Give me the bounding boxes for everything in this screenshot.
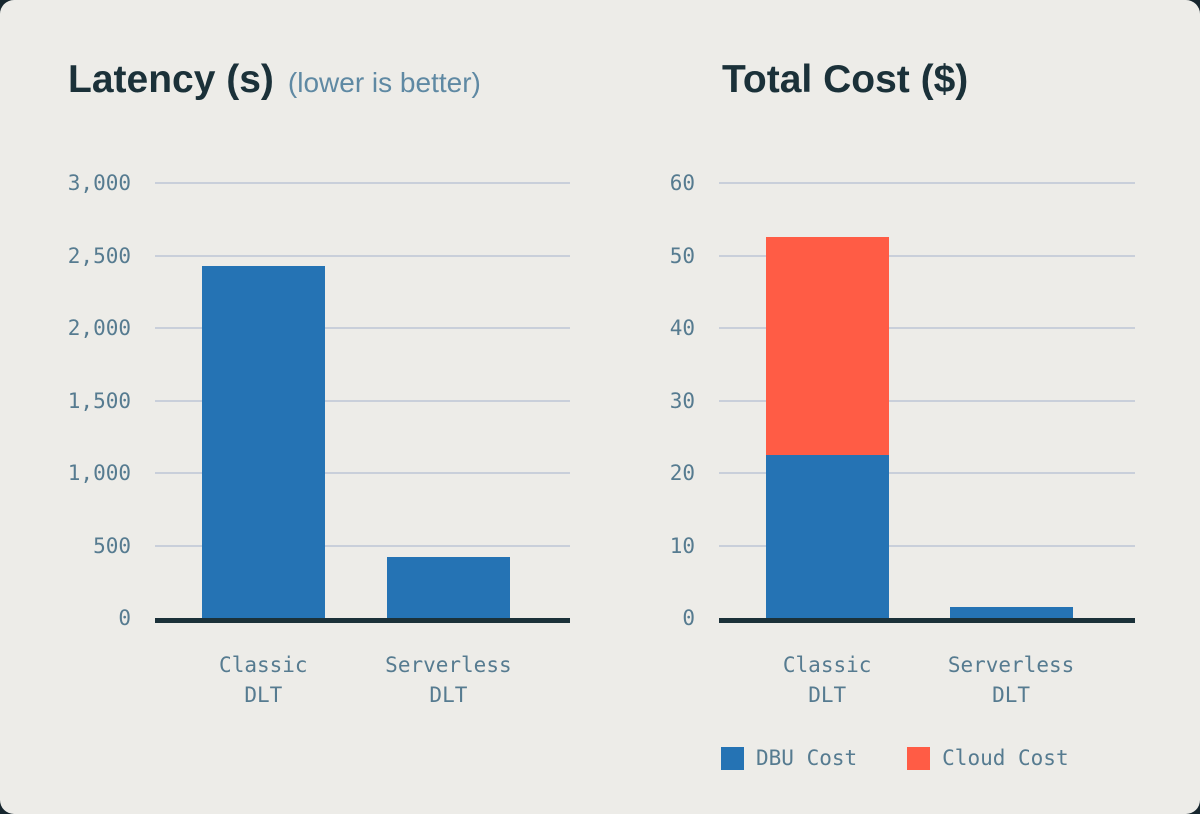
bar-cloud-cost [765, 237, 889, 455]
y-tick-label: 60 [669, 171, 695, 195]
x-tick-label: Classic DLT [219, 653, 308, 707]
y-tick-label: 40 [669, 316, 695, 340]
x-axis-line [155, 618, 570, 623]
gridline [155, 472, 570, 474]
x-tick-label: Serverless DLT [947, 653, 1075, 707]
legend-item-cloud-cost: Cloud Cost [907, 746, 1069, 770]
x-axis-line [719, 618, 1135, 623]
y-tick-label: 10 [669, 533, 695, 558]
gridline [155, 182, 570, 184]
dbu-cost-swatch [721, 746, 744, 770]
gridline [719, 472, 1135, 474]
latency-plot-area: 0 500 1,000 1,500 2,000 2,500 3,000 Classic DLT… [68, 171, 570, 707]
y-tick-label: 2,500 [67, 243, 131, 268]
dbu-cost-label: DBU Cost [756, 746, 858, 770]
gridline [719, 182, 1135, 184]
x-tick-label: Classic DLT [782, 653, 872, 707]
legend-item-dbu-cost: DBU Cost [721, 746, 857, 770]
gridline [719, 254, 1135, 257]
bar-dbu-cost [949, 607, 1073, 618]
gridline [719, 544, 1135, 547]
gridline [155, 254, 570, 257]
gridline [155, 327, 570, 329]
y-tick-label: 20 [669, 461, 695, 485]
y-tick-label: 3,000 [67, 171, 131, 195]
cloud-cost-swatch [907, 746, 931, 770]
bar-dbu-cost [765, 454, 889, 618]
y-tick-label: 0 [118, 606, 131, 630]
bar-latency [201, 265, 325, 618]
cost-legend: DBU Cost Cloud Cost [721, 746, 1069, 770]
total-cost-plot-area: 0 10 20 30 40 50 60 Classic DLT Serverless DLT [670, 171, 1135, 707]
latency-chart-subtitle: (lower is better) [287, 67, 481, 98]
y-tick-label: 2,000 [67, 316, 131, 340]
x-tick-label: Serverless DLT [385, 653, 512, 707]
cloud-cost-label: Cloud Cost [942, 746, 1069, 770]
y-tick-label: 1,000 [67, 461, 131, 485]
y-tick-label: 50 [669, 243, 695, 268]
latency-chart-header: Latency (s) (lower is better) [68, 58, 481, 103]
y-tick-label: 30 [669, 388, 695, 413]
gridline [155, 544, 570, 547]
y-tick-label: 1,500 [67, 388, 131, 413]
latency-chart-title: Latency (s) [68, 58, 274, 101]
gridline [719, 399, 1135, 402]
bar-latency [386, 557, 510, 618]
y-tick-label: 0 [682, 606, 695, 630]
total-cost-chart-header: Total Cost ($) [722, 58, 968, 103]
total-cost-chart-title: Total Cost ($) [722, 58, 969, 101]
y-tick-label: 500 [93, 533, 131, 558]
gridline [719, 327, 1135, 329]
gridline [155, 399, 570, 402]
